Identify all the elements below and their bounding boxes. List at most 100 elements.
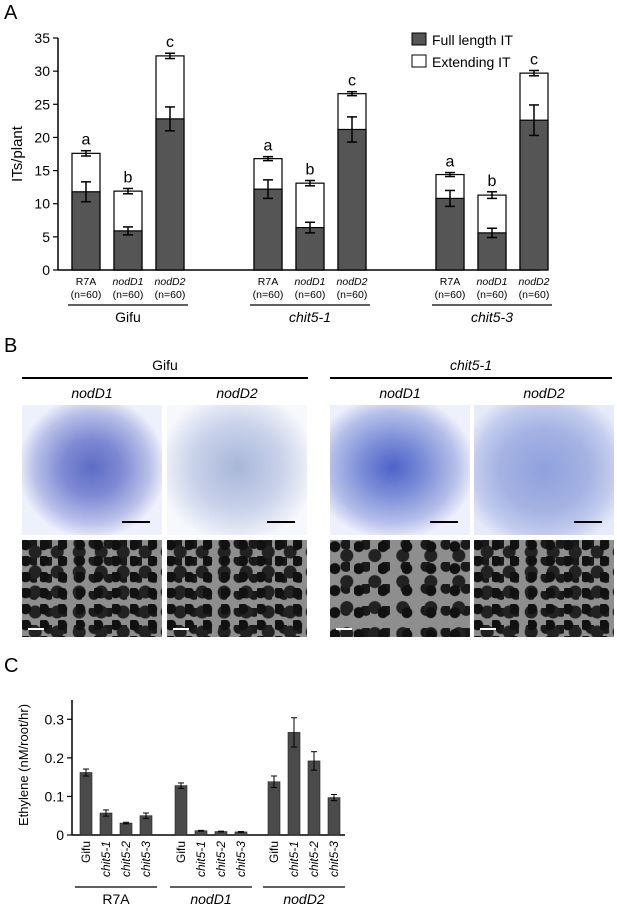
significance-letter: a [264,138,273,155]
group-underline-gifu [22,377,308,379]
scale-bar [480,628,496,630]
group-header-chit5-1: chit5-1 [449,357,493,373]
y-tick-label: 0.3 [45,711,65,727]
x-tick-label-n: (n=60) [71,289,102,301]
x-tick-label-strain: nodD1 [477,276,508,288]
group-label: nodD2 [283,891,324,907]
em-micrograph-chit5-1-nodd1 [330,540,470,637]
group-underline-chit5-1 [330,377,612,379]
bar-ethylene [307,760,321,836]
micrograph-gifu-nodd2 [167,405,307,535]
x-tick-label-n: (n=60) [253,289,284,301]
y-tick-label: 5 [42,229,50,245]
x-tick-label-strain: R7A [76,276,96,288]
x-tick-label-line: chit5-1 [287,841,301,877]
column-header-gifu-nodd1: nodD1 [71,385,113,401]
scale-bar [430,521,458,523]
group-header-gifu: Gifu [152,357,178,373]
x-tick-label-n: (n=60) [155,289,186,301]
scale-bar [28,628,44,630]
group-label: Gifu [115,309,141,325]
scale-bar [574,521,602,523]
y-tick-label: 0 [56,827,64,843]
panel-letter-b: B [4,335,18,357]
legend-swatch-extending-it [411,54,427,68]
bar-full-length-it [477,232,507,271]
bar-ethylene [267,781,281,836]
significance-letter: a [446,154,455,171]
panel-a: A 0 5 10 15 20 25 30 35 ITs/plant a R7A (n=60) b nodD… [0,0,617,335]
x-tick-label-line: chit5-1 [99,841,113,877]
bar-full-length-it [337,128,367,271]
x-tick-label-line: chit5-1 [194,841,208,877]
significance-letter: b [306,162,315,179]
panel-b: B Gifu chit5-1 nodD1 nodD2 nodD1 nodD2 [0,335,617,655]
x-tick-label-n: (n=60) [337,289,368,301]
column-header-chit5-1-nodd1: nodD1 [379,385,421,401]
significance-letter: b [488,173,497,190]
scale-bar [336,628,352,630]
bar-full-length-it [155,118,185,271]
em-micrograph-gifu-nodd1 [22,540,162,637]
legend-label-extending-it: Extending IT [432,54,511,70]
significance-letter: a [82,132,91,149]
x-tick-label-line: Gifu [79,841,93,863]
significance-letter: c [166,34,174,51]
y-axis-label: Ethylene (nM/root/hr) [16,704,31,826]
bar-full-length-it [71,191,101,271]
x-tick-label-line: chit5-3 [234,841,248,877]
y-tick-label: 30 [34,63,50,79]
chart-c: 0 0.1 0.2 0.3 Ethylene (nM/root/hr) Gifu chit5… [16,700,345,907]
group-label: R7A [102,891,130,907]
x-tick-label-line: chit5-2 [307,841,321,877]
panel-letter-c: C [4,655,19,677]
x-tick-label-strain: R7A [258,276,278,288]
x-tick-label-line: chit5-3 [139,841,153,877]
x-tick-label-strain: nodD2 [337,276,368,288]
x-tick-label-line: Gifu [267,841,281,863]
group-label: chit5-1 [289,309,331,325]
group-label: nodD1 [190,891,231,907]
bar-full-length-it [519,119,549,271]
x-tick-label-n: (n=60) [519,289,550,301]
em-micrograph-chit5-1-nodd2 [474,540,614,637]
bar-full-length-it [295,226,325,271]
bar-full-length-it [435,197,465,271]
panel-letter-a: A [4,2,18,24]
x-tick-label-strain: R7A [440,276,460,288]
x-tick-label-line: chit5-2 [214,841,228,877]
significance-letter: b [124,169,133,186]
scale-bar [267,521,295,523]
bar-full-length-it [113,230,143,271]
panel-c: C 0 0.1 0.2 0.3 Ethylene (nM/root/hr) Gifu chi… [0,655,617,915]
micrograph-gifu-nodd1 [22,405,162,535]
y-tick-label: 0.1 [45,788,65,804]
x-tick-label-strain: nodD2 [519,276,550,288]
y-tick-label: 20 [34,129,50,145]
x-tick-label-strain: nodD1 [295,276,326,288]
x-tick-label-n: (n=60) [113,289,144,301]
y-tick-label: 10 [34,196,50,212]
micrograph-chit5-1-nodd2 [474,405,614,535]
x-tick-label-line: Gifu [174,841,188,863]
bar-ethylene [287,732,301,836]
significance-letter: c [530,51,538,68]
bar-ethylene [327,797,341,836]
y-tick-label: 0.2 [45,750,65,766]
legend-label-full-length-it: Full length IT [432,32,513,48]
x-tick-label-n: (n=60) [435,289,466,301]
significance-letter: c [348,73,356,90]
bar-ethylene [174,785,188,836]
y-tick-label: 25 [34,96,50,112]
column-header-chit5-1-nodd2: nodD2 [523,385,565,401]
em-micrograph-gifu-nodd2 [167,540,307,637]
y-tick-label: 0 [42,262,50,278]
group-label: chit5-3 [471,309,513,325]
x-tick-label-n: (n=60) [295,289,326,301]
bar-ethylene [79,772,93,836]
scale-bar [173,628,189,630]
x-tick-label-strain: nodD1 [113,276,144,288]
x-tick-label-line: chit5-2 [119,841,133,877]
micrograph-chit5-1-nodd1 [330,405,470,535]
